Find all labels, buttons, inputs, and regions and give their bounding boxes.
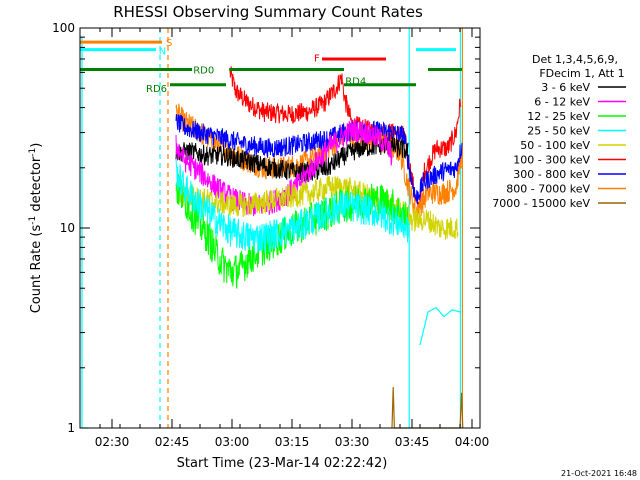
flag-label-f: F (314, 54, 320, 65)
state-flags: SN RD0 RD6 RD4 F (80, 38, 462, 95)
plot-area: SN RD0 RD6 RD4 F (80, 28, 464, 429)
extra-trace-0 (80, 36, 88, 429)
series-line-2 (175, 113, 463, 204)
x-axis-ticks: 02:30 02:45 03:00 03:15 03:30 03:45 04:00 (79, 28, 490, 449)
legend-label-5: 100 - 300 keV (513, 154, 590, 167)
legend-label-7: 800 - 7000 keV (506, 183, 590, 196)
legend: Det 1,3,4,5,6,9, FDecim 1, Att 1 3 - 6 k… (492, 53, 626, 210)
legend-label-6: 300 - 800 keV (513, 168, 590, 181)
flag-label-rd4: RD4 (345, 77, 366, 88)
x-tick-label-0: 02:30 (95, 435, 130, 449)
y-tick-label-0: 1 (67, 421, 75, 435)
extra-trace-2 (391, 387, 464, 429)
legend-label-3: 25 - 50 keV (527, 125, 590, 138)
legend-header-line-2: FDecim 1, Att 1 (539, 67, 624, 80)
legend-label-4: 50 - 100 keV (520, 139, 590, 152)
legend-header-line-1: Det 1,3,4,5,6,9, (532, 53, 618, 66)
y-axis-ticks: 1 10 100 (52, 21, 480, 435)
x-tick-label-1: 02:45 (155, 435, 190, 449)
series-lines (80, 36, 464, 429)
legend-label-8: 7000 - 15000 keV (492, 197, 590, 210)
legend-label-0: 3 - 6 keV (541, 81, 590, 94)
flag-label-n: N (159, 47, 166, 58)
series-line-6 (175, 173, 409, 289)
y-tick-label-1: 10 (60, 221, 75, 235)
flag-label-rd6: RD6 (146, 84, 167, 95)
x-tick-label-4: 03:30 (335, 435, 370, 449)
legend-label-2: 12 - 25 keV (527, 110, 590, 123)
x-tick-label-6: 04:00 (455, 435, 490, 449)
series-line-3 (175, 136, 409, 183)
y-tick-label-2: 100 (52, 21, 75, 35)
x-tick-label-2: 03:00 (215, 435, 250, 449)
series-line-5 (175, 175, 459, 240)
x-tick-label-5: 03:45 (395, 435, 430, 449)
legend-label-1: 6 - 12 keV (534, 96, 590, 109)
chart-title: RHESSI Observing Summary Count Rates (113, 3, 423, 21)
x-axis-label: Start Time (23-Mar-14 02:22:42) (177, 456, 388, 471)
flag-label-s: S (166, 38, 172, 49)
timestamp: 21-Oct-2021 16:48 (561, 469, 637, 478)
x-tick-label-3: 03:15 (275, 435, 310, 449)
extra-trace-1 (419, 306, 461, 346)
flag-label-rd0: RD0 (193, 66, 214, 77)
series-line-7 (175, 159, 409, 253)
series-line-4 (175, 119, 393, 217)
marker-lines (159, 28, 463, 428)
series-line-0 (229, 66, 462, 214)
y-axis-label: Count Rate (s-1 detector-1) (28, 143, 44, 314)
